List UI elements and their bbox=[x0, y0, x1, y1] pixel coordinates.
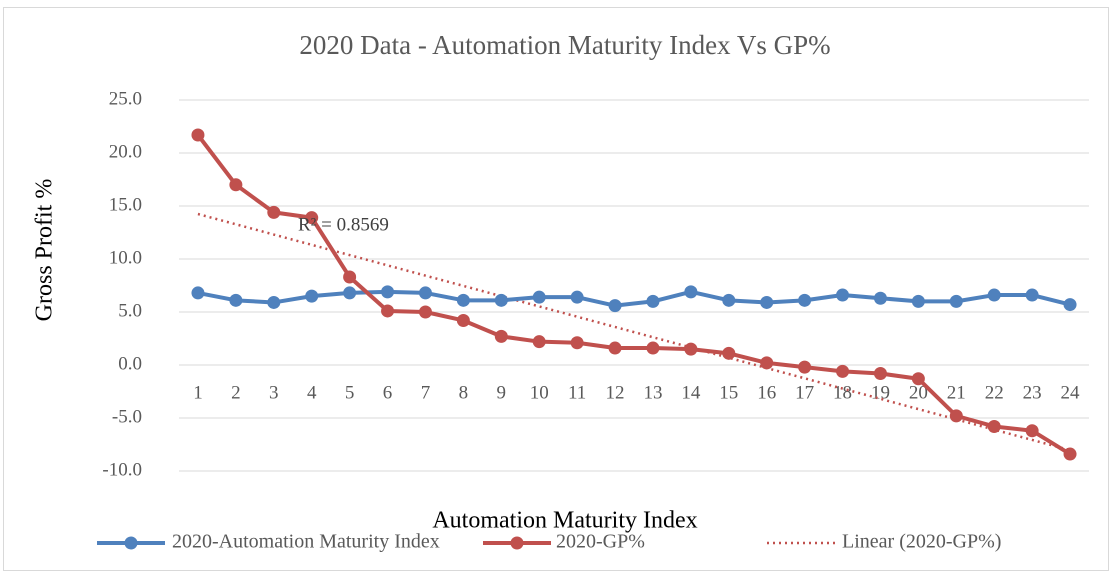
y-axis-label: Gross Profit % bbox=[32, 179, 58, 322]
data-point bbox=[760, 295, 774, 309]
data-point bbox=[267, 295, 281, 309]
x-tick-label: 20 bbox=[909, 382, 928, 403]
x-tick-label: 21 bbox=[947, 382, 966, 403]
data-point bbox=[722, 346, 736, 360]
data-point bbox=[267, 205, 281, 219]
data-point bbox=[570, 290, 584, 304]
data-point bbox=[532, 335, 546, 349]
y-tick-label: -10.0 bbox=[102, 459, 142, 480]
data-point bbox=[646, 294, 660, 308]
x-tick-label: 3 bbox=[269, 382, 279, 403]
data-point bbox=[646, 341, 660, 355]
data-point bbox=[949, 294, 963, 308]
trendline bbox=[197, 212, 1071, 452]
x-tick-label: 4 bbox=[307, 382, 317, 403]
data-point bbox=[798, 293, 812, 307]
data-point bbox=[381, 304, 395, 318]
data-point bbox=[1025, 424, 1039, 438]
data-point bbox=[684, 342, 698, 356]
legend-label: 2020-Automation Maturity Index bbox=[172, 531, 440, 553]
y-tick-label: 10.0 bbox=[109, 247, 142, 268]
x-tick-label: 18 bbox=[833, 382, 852, 403]
x-tick-label: 10 bbox=[530, 382, 549, 403]
data-point bbox=[532, 290, 546, 304]
data-point bbox=[305, 211, 319, 225]
data-point bbox=[456, 293, 470, 307]
data-point bbox=[494, 329, 508, 343]
y-tick-label: 5.0 bbox=[118, 300, 142, 321]
legend-marker bbox=[124, 536, 138, 550]
x-axis-label: Automation Maturity Index bbox=[432, 508, 697, 534]
data-point bbox=[343, 286, 357, 300]
x-tick-label: 5 bbox=[345, 382, 355, 403]
x-tick-label: 11 bbox=[568, 382, 586, 403]
x-tick-label: 19 bbox=[871, 382, 890, 403]
x-tick-label: 16 bbox=[757, 382, 776, 403]
x-tick-label: 23 bbox=[1023, 382, 1042, 403]
data-point bbox=[987, 419, 1001, 433]
y-tick-label: 20.0 bbox=[109, 141, 142, 162]
y-tick-label: -5.0 bbox=[112, 406, 142, 427]
data-point bbox=[1063, 447, 1077, 461]
y-tick-label: 25.0 bbox=[109, 88, 142, 109]
x-tick-label: 1 bbox=[193, 382, 203, 403]
x-tick-label: 17 bbox=[795, 382, 814, 403]
x-tick-label: 15 bbox=[719, 382, 738, 403]
x-tick-label: 7 bbox=[421, 382, 431, 403]
data-point bbox=[760, 356, 774, 370]
data-point bbox=[1063, 298, 1077, 312]
data-point bbox=[381, 285, 395, 299]
data-point bbox=[722, 293, 736, 307]
chart-title: 2020 Data - Automation Maturity Index Vs… bbox=[299, 30, 830, 60]
x-tick-label: 24 bbox=[1061, 382, 1081, 403]
series-line bbox=[196, 133, 1072, 456]
data-point bbox=[911, 294, 925, 308]
x-tick-label: 6 bbox=[383, 382, 393, 403]
data-point bbox=[684, 285, 698, 299]
data-point bbox=[836, 288, 850, 302]
data-point bbox=[836, 364, 850, 378]
data-point bbox=[608, 341, 622, 355]
data-point bbox=[229, 293, 243, 307]
trendline-label: R² = 0.8569 bbox=[298, 214, 389, 235]
x-tick-label: 8 bbox=[459, 382, 469, 403]
x-tick-label: 2 bbox=[231, 382, 241, 403]
chart-frame bbox=[3, 7, 1109, 571]
x-tick-label: 22 bbox=[985, 382, 1004, 403]
data-point bbox=[873, 291, 887, 305]
data-point bbox=[418, 286, 432, 300]
legend-label: Linear (2020-GP%) bbox=[842, 531, 1001, 553]
data-point bbox=[191, 286, 205, 300]
data-point bbox=[911, 372, 925, 386]
data-point bbox=[873, 366, 887, 380]
y-tick-label: 0.0 bbox=[118, 353, 142, 374]
x-tick-label: 14 bbox=[681, 382, 701, 403]
data-point bbox=[305, 289, 319, 303]
data-point bbox=[798, 360, 812, 374]
data-point bbox=[191, 128, 205, 142]
data-point bbox=[229, 178, 243, 192]
x-tick-label: 13 bbox=[643, 382, 662, 403]
data-point bbox=[608, 299, 622, 313]
data-point bbox=[343, 270, 357, 284]
data-point bbox=[418, 305, 432, 319]
data-point bbox=[570, 336, 584, 350]
data-point bbox=[949, 409, 963, 423]
legend-marker bbox=[510, 536, 524, 550]
data-point bbox=[456, 313, 470, 327]
data-point bbox=[987, 288, 1001, 302]
data-point bbox=[494, 293, 508, 307]
y-tick-label: 15.0 bbox=[109, 194, 142, 215]
x-tick-label: 12 bbox=[606, 382, 625, 403]
x-tick-label: 9 bbox=[497, 382, 507, 403]
legend-label: 2020-GP% bbox=[556, 531, 645, 553]
data-point bbox=[1025, 288, 1039, 302]
